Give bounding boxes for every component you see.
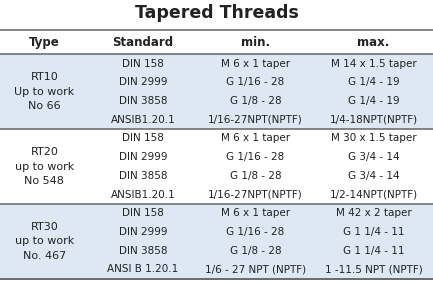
Text: Tapered Threads: Tapered Threads: [135, 4, 298, 22]
Text: DIN 2999: DIN 2999: [119, 227, 167, 237]
Text: M 30 x 1.5 taper: M 30 x 1.5 taper: [331, 133, 416, 144]
Text: 1/2-14NPT(NPTF): 1/2-14NPT(NPTF): [330, 190, 417, 200]
Bar: [0, 129, 433, 204]
Text: 1/6 - 27 NPT (NPTF): 1/6 - 27 NPT (NPTF): [205, 264, 306, 274]
Text: G 1/8 - 28: G 1/8 - 28: [229, 96, 281, 106]
Text: G 1 1/4 - 11: G 1 1/4 - 11: [343, 227, 404, 237]
Text: DIN 3858: DIN 3858: [119, 96, 167, 106]
Text: G 1 1/4 - 11: G 1 1/4 - 11: [343, 246, 404, 255]
Text: max.: max.: [357, 36, 390, 49]
Text: G 1/4 - 19: G 1/4 - 19: [348, 96, 399, 106]
Text: DIN 158: DIN 158: [122, 133, 164, 144]
Text: RT30
up to work
No. 467: RT30 up to work No. 467: [15, 222, 74, 261]
Text: M 6 x 1 taper: M 6 x 1 taper: [221, 208, 290, 218]
Text: min.: min.: [241, 36, 270, 49]
Text: DIN 3858: DIN 3858: [119, 246, 167, 255]
Text: M 14 x 1.5 taper: M 14 x 1.5 taper: [330, 59, 417, 69]
Text: 1/4-18NPT(NPTF): 1/4-18NPT(NPTF): [330, 115, 417, 125]
Text: G 1/4 - 19: G 1/4 - 19: [348, 78, 399, 87]
Text: G 3/4 - 14: G 3/4 - 14: [348, 152, 399, 162]
Text: M 6 x 1 taper: M 6 x 1 taper: [221, 59, 290, 69]
Text: DIN 158: DIN 158: [122, 59, 164, 69]
Text: G 1/16 - 28: G 1/16 - 28: [226, 227, 284, 237]
Bar: [0, 30, 433, 54]
Text: G 1/16 - 28: G 1/16 - 28: [226, 152, 284, 162]
Bar: [0, 54, 433, 129]
Text: ANSIB1.20.1: ANSIB1.20.1: [110, 190, 175, 200]
Text: G 3/4 - 14: G 3/4 - 14: [348, 171, 399, 181]
Text: Standard: Standard: [112, 36, 174, 49]
Text: M 6 x 1 taper: M 6 x 1 taper: [221, 133, 290, 144]
Text: RT20
up to work
No 548: RT20 up to work No 548: [15, 147, 74, 186]
Text: RT10
Up to work
No 66: RT10 Up to work No 66: [14, 72, 74, 111]
Text: Type: Type: [29, 36, 60, 49]
Text: 1 -11.5 NPT (NPTF): 1 -11.5 NPT (NPTF): [325, 264, 422, 274]
Text: 1/16-27NPT(NPTF): 1/16-27NPT(NPTF): [208, 190, 303, 200]
Text: M 42 x 2 taper: M 42 x 2 taper: [336, 208, 411, 218]
Text: G 1/16 - 28: G 1/16 - 28: [226, 78, 284, 87]
Text: DIN 158: DIN 158: [122, 208, 164, 218]
Text: G 1/8 - 28: G 1/8 - 28: [229, 171, 281, 181]
Bar: [0, 204, 433, 279]
Text: ANSIB1.20.1: ANSIB1.20.1: [110, 115, 175, 125]
Text: DIN 3858: DIN 3858: [119, 171, 167, 181]
Text: G 1/8 - 28: G 1/8 - 28: [229, 246, 281, 255]
Text: DIN 2999: DIN 2999: [119, 152, 167, 162]
Text: 1/16-27NPT(NPTF): 1/16-27NPT(NPTF): [208, 115, 303, 125]
Text: DIN 2999: DIN 2999: [119, 78, 167, 87]
Text: ANSI B 1.20.1: ANSI B 1.20.1: [107, 264, 178, 274]
